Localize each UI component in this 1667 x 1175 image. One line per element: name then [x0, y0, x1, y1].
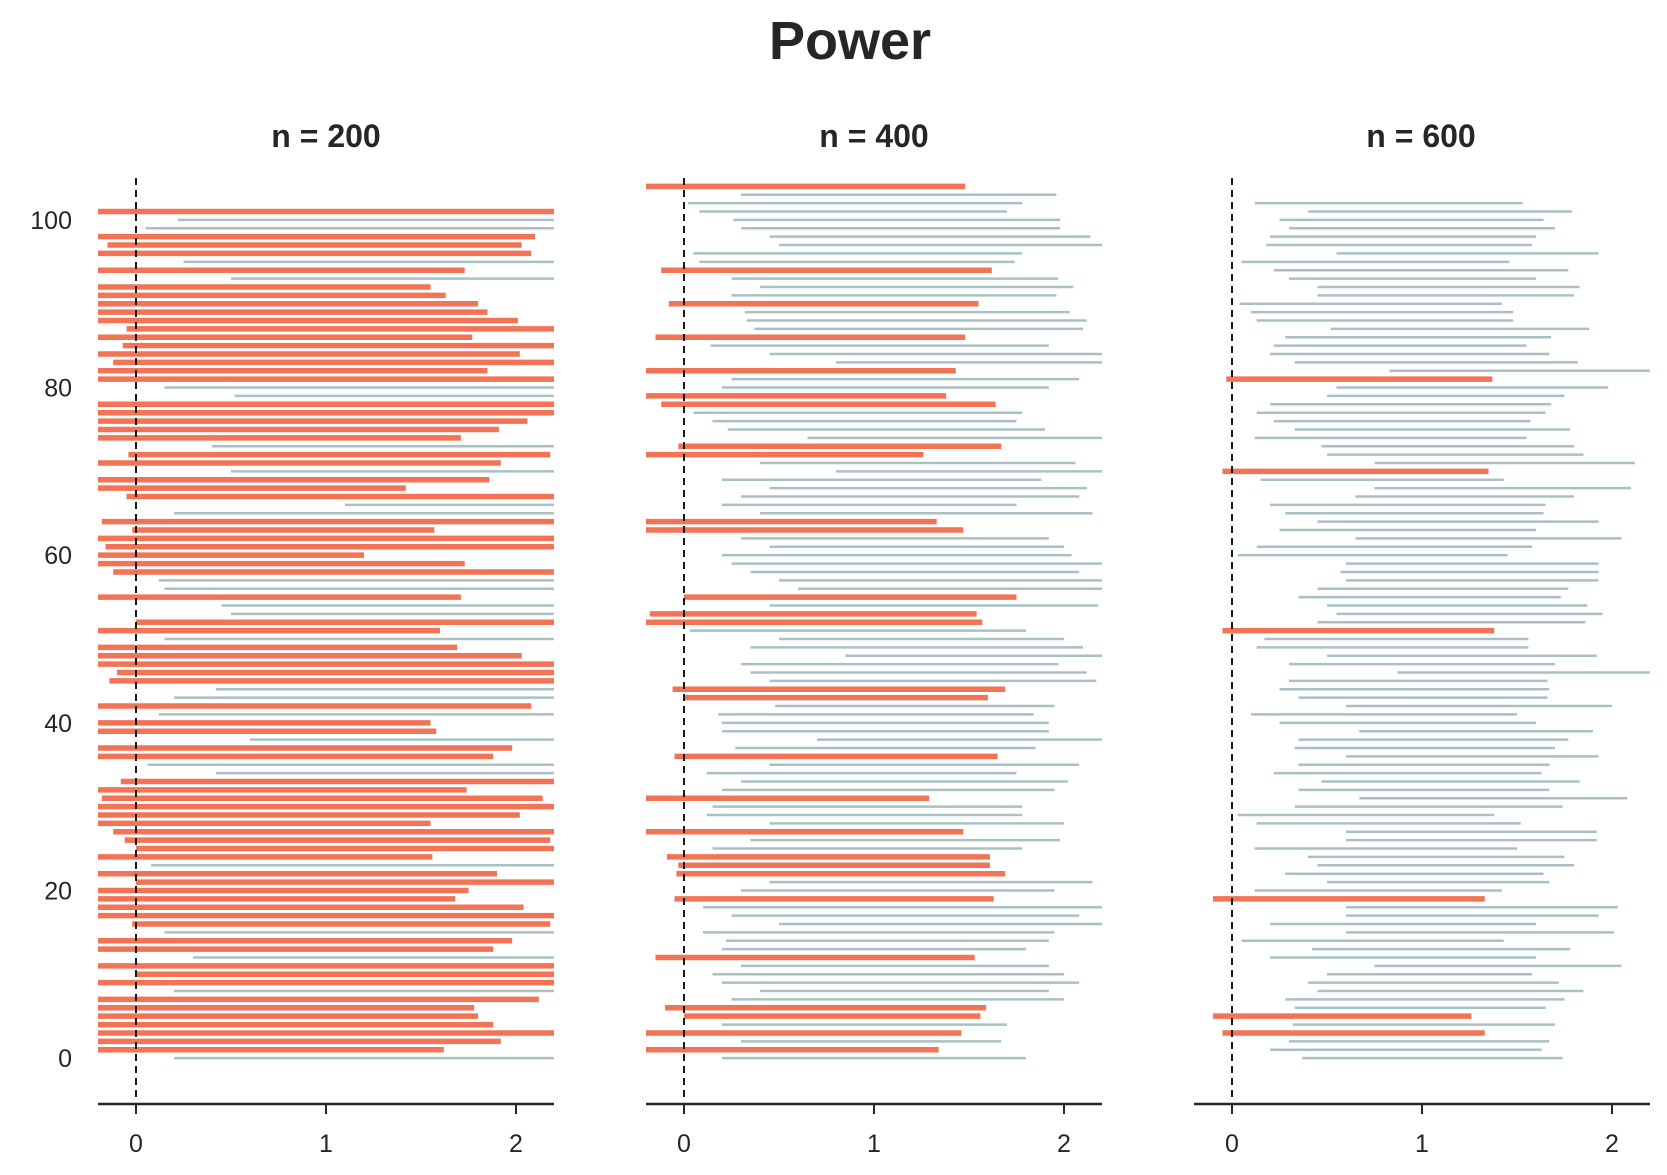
y-tick-label: 60 [44, 542, 72, 570]
panel-title-n400: n = 400 [819, 118, 928, 154]
intervals-n200 [98, 208, 554, 1060]
y-tick-label: 20 [44, 877, 72, 905]
panel-n600: n = 600 0 1 2 [1194, 118, 1650, 1158]
x-tick-label: 2 [1057, 1130, 1071, 1158]
x-tick-label: 0 [677, 1130, 691, 1158]
y-axis-ticks: 0 20 40 60 80 100 [30, 207, 72, 1073]
x-tick-label: 2 [1605, 1130, 1619, 1158]
figure-title: Power [768, 11, 932, 71]
panel-n200: n = 200 0 1 2 [98, 118, 554, 1158]
y-tick-label: 80 [44, 375, 72, 403]
x-tick-label: 2 [509, 1130, 523, 1158]
intervals-n400 [646, 183, 1102, 1060]
panel-title-n200: n = 200 [271, 118, 380, 154]
x-tick-label: 0 [1225, 1130, 1239, 1158]
x-tick-label: 1 [867, 1130, 881, 1158]
panel-title-n600: n = 600 [1366, 118, 1475, 154]
x-tick-label: 0 [129, 1130, 143, 1158]
y-tick-label: 40 [44, 710, 72, 738]
y-tick-label: 100 [30, 207, 72, 235]
x-tick-label: 1 [319, 1130, 333, 1158]
x-tick-label: 1 [1415, 1130, 1429, 1158]
panel-n400: n = 400 0 1 2 [646, 118, 1102, 1158]
y-tick-label: 0 [58, 1045, 72, 1073]
intervals-n600 [1213, 201, 1650, 1060]
